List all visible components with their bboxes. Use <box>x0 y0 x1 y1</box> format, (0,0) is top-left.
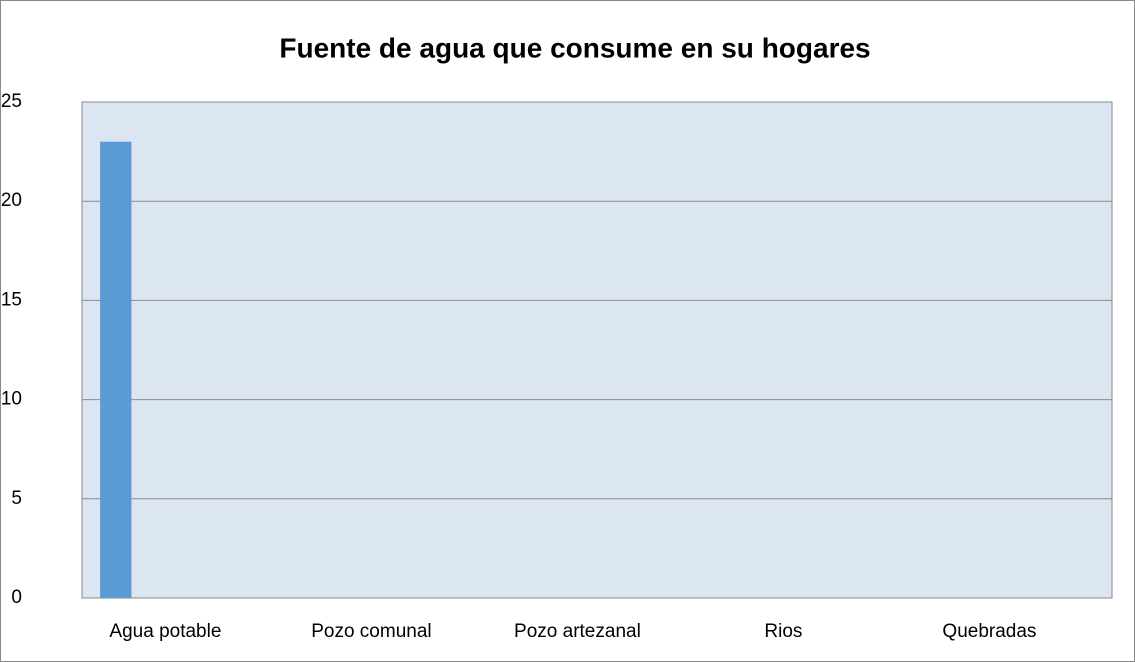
x-tick-label: Pozo comunal <box>311 621 431 642</box>
y-tick-label: 5 <box>11 488 22 509</box>
chart-title: Fuente de agua que consume en su hogares <box>279 32 870 63</box>
bar <box>100 141 132 598</box>
x-tick-label: Quebradas <box>942 621 1036 642</box>
y-tick-label: 20 <box>1 190 22 211</box>
y-tick-label: 25 <box>1 91 22 112</box>
y-tick-label: 15 <box>1 289 22 310</box>
y-tick-label: 10 <box>1 389 22 410</box>
x-tick-label: Agua potable <box>109 621 221 642</box>
x-tick-label: Pozo artezanal <box>514 621 641 642</box>
y-tick-label: 0 <box>11 587 22 608</box>
x-tick-label: Rios <box>764 621 802 642</box>
plot-area <box>81 101 1113 599</box>
